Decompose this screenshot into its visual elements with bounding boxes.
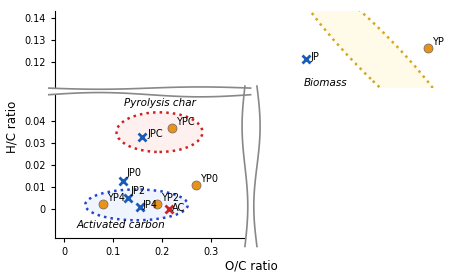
Text: JPC: JPC — [147, 129, 163, 139]
Ellipse shape — [449, 0, 474, 21]
Ellipse shape — [0, 229, 44, 269]
Text: H/C ratio: H/C ratio — [5, 100, 18, 153]
Ellipse shape — [85, 189, 188, 220]
Ellipse shape — [117, 112, 202, 152]
Text: Biomass: Biomass — [303, 78, 347, 88]
Text: YP4: YP4 — [107, 192, 125, 203]
Ellipse shape — [0, 189, 29, 220]
Ellipse shape — [291, 0, 458, 21]
Ellipse shape — [0, 112, 44, 152]
Text: YP0: YP0 — [200, 174, 218, 184]
Ellipse shape — [449, 0, 474, 138]
Text: JP: JP — [310, 52, 319, 62]
Text: O/C ratio: O/C ratio — [225, 259, 278, 272]
Text: Pyrolysis char: Pyrolysis char — [124, 98, 195, 108]
Ellipse shape — [291, 0, 458, 138]
Text: AC: AC — [172, 203, 185, 213]
Text: YPC: YPC — [175, 117, 194, 127]
Text: JP2: JP2 — [130, 186, 146, 196]
Text: JP0: JP0 — [127, 168, 142, 178]
Text: YP: YP — [432, 37, 444, 47]
Ellipse shape — [117, 229, 202, 269]
Text: JP4: JP4 — [142, 200, 157, 210]
Text: Activated carbon: Activated carbon — [76, 220, 165, 230]
Text: YP2: YP2 — [161, 192, 179, 203]
